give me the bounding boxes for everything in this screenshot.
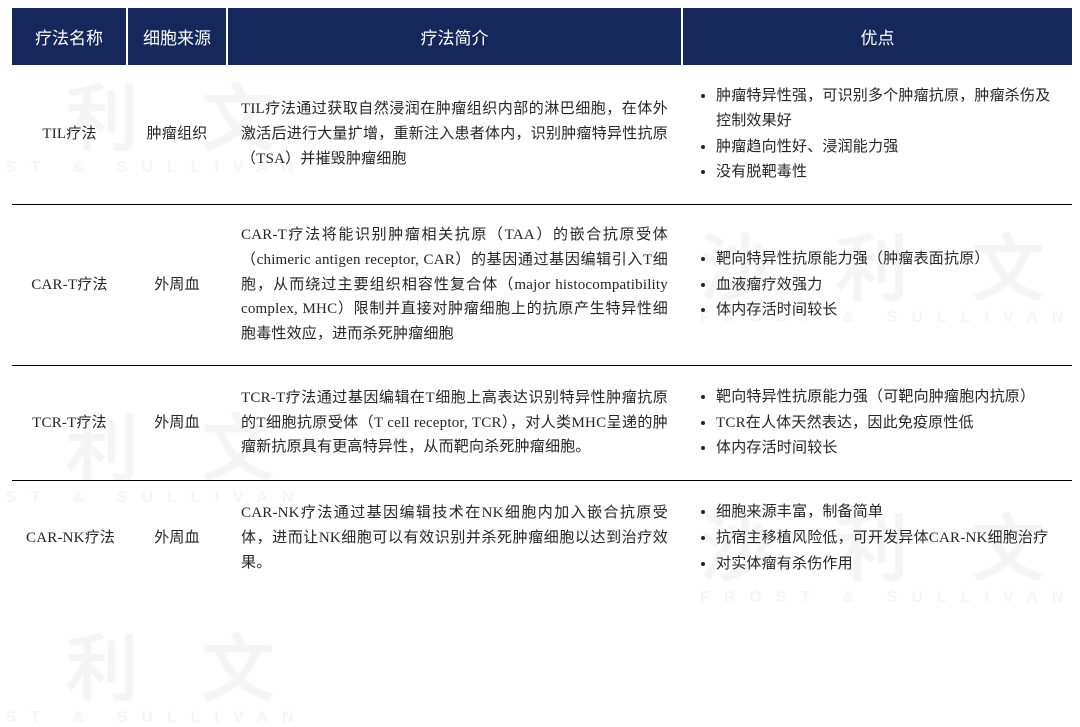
col-header-3: 优点 bbox=[682, 8, 1072, 65]
advantage-item: TCR在人体天然表达，因此免疫原性低 bbox=[716, 411, 1058, 436]
table-row: CAR-T疗法外周血CAR-T疗法将能识别肿瘤相关抗原（TAA）的嵌合抗原受体（… bbox=[12, 205, 1072, 366]
cell-source: 外周血 bbox=[127, 481, 227, 596]
col-header-0: 疗法名称 bbox=[12, 8, 127, 65]
advantage-list: 肿瘤特异性强，可识别多个肿瘤抗原，肿瘤杀伤及控制效果好肿瘤趋向性好、浸润能力强没… bbox=[696, 84, 1058, 185]
advantage-list: 靶向特异性抗原能力强（可靶向肿瘤胞内抗原）TCR在人体天然表达，因此免疫原性低体… bbox=[696, 385, 1058, 461]
advantage-item: 靶向特异性抗原能力强（肿瘤表面抗原） bbox=[716, 247, 1058, 272]
cell-description: TCR-T疗法通过基因编辑在T细胞上高表达识别特异性肿瘤抗原的T细胞抗原受体（T… bbox=[227, 365, 682, 480]
advantage-item: 对实体瘤有杀伤作用 bbox=[716, 552, 1058, 577]
cell-source: 外周血 bbox=[127, 205, 227, 366]
advantage-item: 没有脱靶毒性 bbox=[716, 160, 1058, 185]
cell-advantages: 靶向特异性抗原能力强（肿瘤表面抗原）血液瘤疗效强力体内存活时间较长 bbox=[682, 205, 1072, 366]
table-header-row: 疗法名称细胞来源疗法简介优点 bbox=[12, 8, 1072, 65]
col-header-2: 疗法简介 bbox=[227, 8, 682, 65]
cell-source: 外周血 bbox=[127, 365, 227, 480]
cell-advantages: 靶向特异性抗原能力强（可靶向肿瘤胞内抗原）TCR在人体天然表达，因此免疫原性低体… bbox=[682, 365, 1072, 480]
col-header-1: 细胞来源 bbox=[127, 8, 227, 65]
advantage-item: 肿瘤趋向性好、浸润能力强 bbox=[716, 135, 1058, 160]
advantage-item: 体内存活时间较长 bbox=[716, 298, 1058, 323]
advantage-item: 体内存活时间较长 bbox=[716, 436, 1058, 461]
table-row: CAR-NK疗法外周血CAR-NK疗法通过基因编辑技术在NK细胞内加入嵌合抗原受… bbox=[12, 481, 1072, 596]
cell-therapy-name: TIL疗法 bbox=[12, 65, 127, 205]
advantage-list: 细胞来源丰富，制备简单抗宿主移植风险低，可开发异体CAR-NK细胞治疗对实体瘤有… bbox=[696, 500, 1058, 576]
cell-description: TIL疗法通过获取自然浸润在肿瘤组织内部的淋巴细胞，在体外激活后进行大量扩增，重… bbox=[227, 65, 682, 205]
advantage-list: 靶向特异性抗原能力强（肿瘤表面抗原）血液瘤疗效强力体内存活时间较长 bbox=[696, 247, 1058, 323]
table-body: TIL疗法肿瘤组织TIL疗法通过获取自然浸润在肿瘤组织内部的淋巴细胞，在体外激活… bbox=[12, 65, 1072, 595]
cell-therapy-name: CAR-NK疗法 bbox=[12, 481, 127, 596]
cell-therapy-name: CAR-T疗法 bbox=[12, 205, 127, 366]
cell-therapy-name: TCR-T疗法 bbox=[12, 365, 127, 480]
cell-source: 肿瘤组织 bbox=[127, 65, 227, 205]
advantage-item: 肿瘤特异性强，可识别多个肿瘤抗原，肿瘤杀伤及控制效果好 bbox=[716, 84, 1058, 134]
advantage-item: 细胞来源丰富，制备简单 bbox=[716, 500, 1058, 525]
table-row: TCR-T疗法外周血TCR-T疗法通过基因编辑在T细胞上高表达识别特异性肿瘤抗原… bbox=[12, 365, 1072, 480]
cell-description: CAR-T疗法将能识别肿瘤相关抗原（TAA）的嵌合抗原受体（chimeric a… bbox=[227, 205, 682, 366]
watermark: 沙 利 文FROST & SULLIVAN bbox=[0, 610, 307, 727]
therapy-table: 疗法名称细胞来源疗法简介优点 TIL疗法肿瘤组织TIL疗法通过获取自然浸润在肿瘤… bbox=[12, 8, 1072, 595]
advantage-item: 抗宿主移植风险低，可开发异体CAR-NK细胞治疗 bbox=[716, 526, 1058, 551]
therapy-table-container: 疗法名称细胞来源疗法简介优点 TIL疗法肿瘤组织TIL疗法通过获取自然浸润在肿瘤… bbox=[0, 0, 1080, 603]
cell-advantages: 肿瘤特异性强，可识别多个肿瘤抗原，肿瘤杀伤及控制效果好肿瘤趋向性好、浸润能力强没… bbox=[682, 65, 1072, 205]
cell-advantages: 细胞来源丰富，制备简单抗宿主移植风险低，可开发异体CAR-NK细胞治疗对实体瘤有… bbox=[682, 481, 1072, 596]
advantage-item: 靶向特异性抗原能力强（可靶向肿瘤胞内抗原） bbox=[716, 385, 1058, 410]
advantage-item: 血液瘤疗效强力 bbox=[716, 273, 1058, 298]
table-row: TIL疗法肿瘤组织TIL疗法通过获取自然浸润在肿瘤组织内部的淋巴细胞，在体外激活… bbox=[12, 65, 1072, 205]
cell-description: CAR-NK疗法通过基因编辑技术在NK细胞内加入嵌合抗原受体，进而让NK细胞可以… bbox=[227, 481, 682, 596]
